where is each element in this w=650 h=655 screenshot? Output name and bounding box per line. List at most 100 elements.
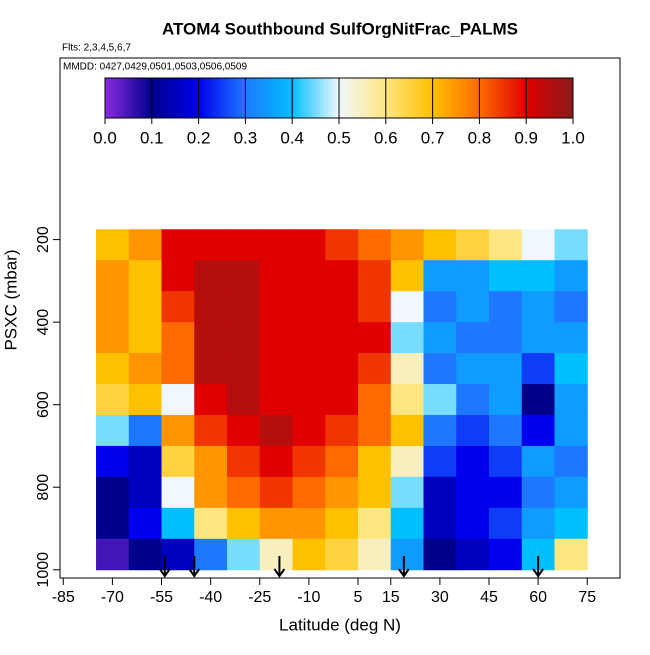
heat-cell bbox=[390, 229, 425, 261]
heat-cell bbox=[227, 414, 261, 447]
heat-cell bbox=[194, 322, 228, 354]
heat-cell bbox=[128, 538, 163, 571]
heat-cell bbox=[194, 353, 228, 385]
heat-cell bbox=[292, 260, 326, 292]
heat-cell bbox=[489, 445, 523, 478]
heat-cell bbox=[521, 414, 556, 447]
flight-arrow bbox=[158, 556, 171, 578]
x-tick-label: 45 bbox=[480, 589, 498, 606]
heat-cell bbox=[128, 291, 163, 323]
heat-cell bbox=[423, 507, 457, 540]
heat-cell bbox=[259, 322, 294, 354]
heat-cell bbox=[292, 507, 326, 540]
heat-cell bbox=[456, 538, 490, 571]
heat-cell bbox=[128, 384, 163, 416]
annotation: MMDD: 0427,0429,0501,0503,0506,0509 bbox=[63, 62, 247, 73]
heat-cell bbox=[521, 260, 556, 292]
heat-cell bbox=[292, 322, 326, 354]
x-tick-label: 75 bbox=[578, 589, 596, 606]
heat-cell bbox=[227, 353, 261, 385]
heat-cell bbox=[96, 260, 130, 292]
heatmap bbox=[96, 229, 588, 571]
heat-cell bbox=[489, 260, 523, 292]
heat-cell bbox=[325, 322, 359, 354]
heat-cell bbox=[358, 322, 392, 354]
heat-cell bbox=[521, 476, 556, 509]
heat-cell bbox=[96, 538, 130, 571]
colorbar-tick-label: 0.0 bbox=[93, 128, 117, 147]
heat-cell bbox=[161, 353, 195, 385]
heat-cell bbox=[489, 538, 523, 571]
heat-cell bbox=[128, 445, 163, 478]
x-tick-label: -55 bbox=[150, 589, 173, 606]
heat-cell bbox=[292, 353, 326, 385]
heat-cell bbox=[456, 260, 490, 292]
heat-cell bbox=[259, 445, 294, 478]
heat-cell bbox=[423, 476, 457, 509]
heat-cell bbox=[128, 476, 163, 509]
heat-cell bbox=[358, 384, 392, 416]
colorbar-tick-label: 0.8 bbox=[468, 128, 492, 147]
heat-cell bbox=[325, 538, 359, 571]
heat-cell bbox=[423, 260, 457, 292]
heat-cell bbox=[325, 445, 359, 478]
heat-cell bbox=[227, 384, 261, 416]
heat-cell bbox=[554, 384, 588, 416]
x-tick-label: 60 bbox=[529, 589, 547, 606]
heat-cell bbox=[456, 322, 490, 354]
flight-arrow bbox=[188, 556, 201, 578]
y-axis-label: PSXC (mbar) bbox=[1, 249, 20, 350]
colorbar-tick-label: 0.1 bbox=[140, 128, 164, 147]
heat-cell bbox=[227, 229, 261, 261]
heat-cell bbox=[292, 414, 326, 447]
heat-cell bbox=[390, 445, 425, 478]
y-tick-label: 1000 bbox=[35, 552, 52, 588]
heat-cell bbox=[227, 538, 261, 571]
heat-cell bbox=[358, 353, 392, 385]
heat-cell bbox=[456, 384, 490, 416]
x-tick-label: 15 bbox=[382, 589, 400, 606]
colorbar-tick-label: 0.3 bbox=[234, 128, 258, 147]
heat-cell bbox=[423, 538, 457, 571]
y-tick-label: 200 bbox=[35, 226, 52, 253]
heat-cell bbox=[96, 414, 130, 447]
heat-cell bbox=[554, 291, 588, 323]
heat-cell bbox=[521, 384, 556, 416]
heat-cell bbox=[325, 229, 359, 261]
heat-cell bbox=[161, 260, 195, 292]
heat-cell bbox=[489, 476, 523, 509]
heat-cell bbox=[489, 384, 523, 416]
heat-cell bbox=[194, 260, 228, 292]
heat-cell bbox=[390, 260, 425, 292]
heat-cell bbox=[423, 353, 457, 385]
heat-cell bbox=[423, 322, 457, 354]
heat-cell bbox=[259, 291, 294, 323]
heat-cell bbox=[521, 229, 556, 261]
heat-cell bbox=[325, 291, 359, 323]
heat-cell bbox=[489, 353, 523, 385]
heat-cell bbox=[489, 229, 523, 261]
heat-cell bbox=[358, 414, 392, 447]
heat-cell bbox=[521, 322, 556, 354]
heat-cell bbox=[292, 384, 326, 416]
heat-cell bbox=[521, 507, 556, 540]
heat-cell bbox=[358, 445, 392, 478]
y-tick-label: 800 bbox=[35, 474, 52, 501]
heat-cell bbox=[227, 260, 261, 292]
heat-cell bbox=[259, 384, 294, 416]
heat-cell bbox=[325, 414, 359, 447]
heat-cell bbox=[358, 291, 392, 323]
x-tick-label: -70 bbox=[101, 589, 124, 606]
heat-cell bbox=[292, 291, 326, 323]
heat-cell bbox=[554, 476, 588, 509]
heat-cell bbox=[128, 414, 163, 447]
heat-cell bbox=[292, 476, 326, 509]
heat-cell bbox=[423, 445, 457, 478]
heat-cell bbox=[521, 353, 556, 385]
heat-cell bbox=[489, 507, 523, 540]
heat-cell bbox=[128, 229, 163, 261]
heat-cell bbox=[259, 229, 294, 261]
heat-cell bbox=[423, 414, 457, 447]
heat-cell bbox=[161, 291, 195, 323]
heat-cell bbox=[554, 445, 588, 478]
